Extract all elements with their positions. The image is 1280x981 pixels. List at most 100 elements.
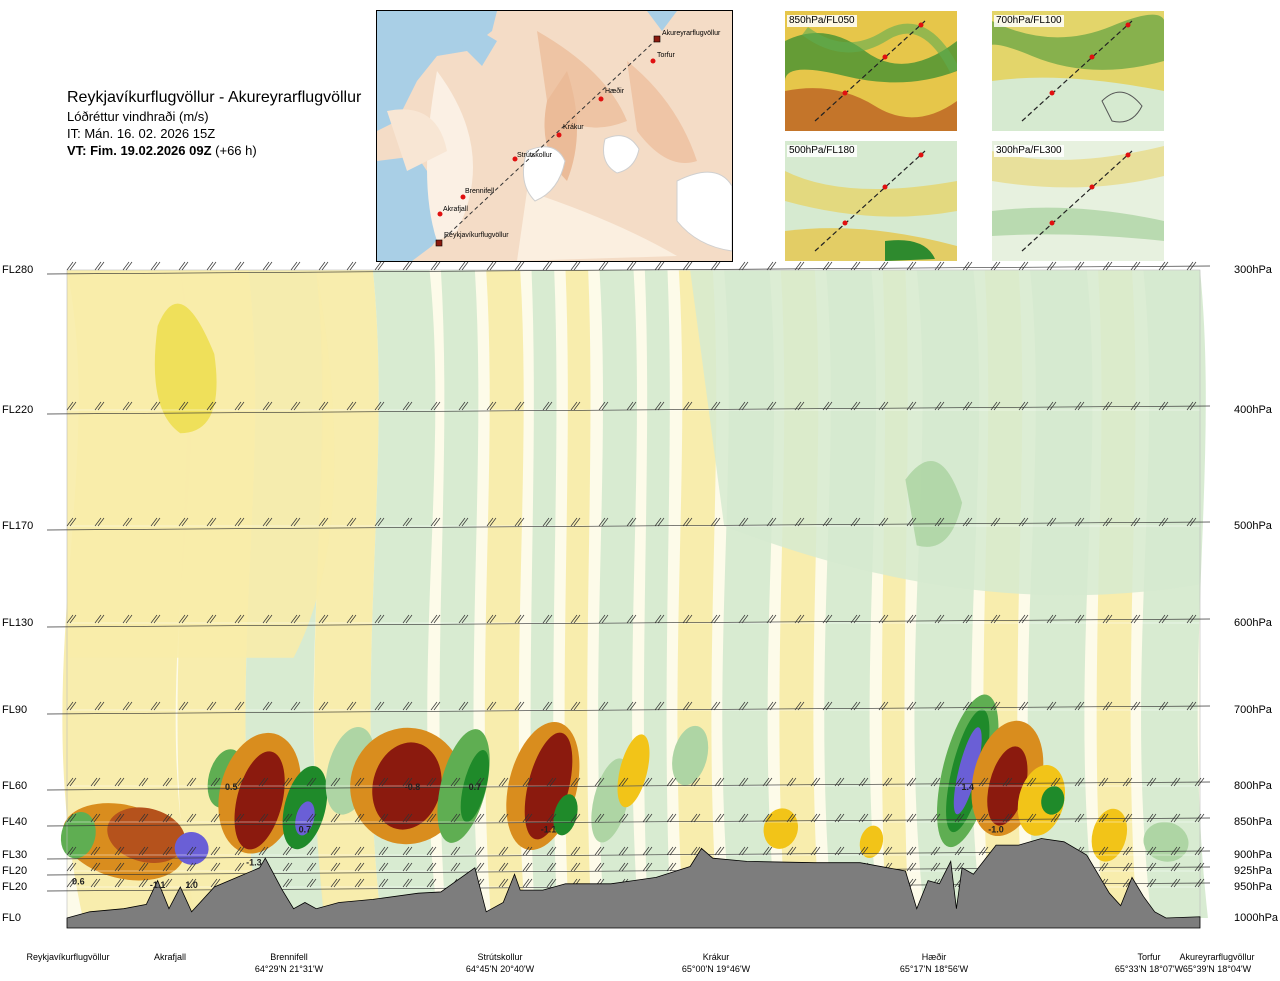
wind-barb	[66, 777, 77, 787]
wind-barb	[178, 261, 189, 271]
wind-barb	[794, 401, 805, 411]
wind-barb	[514, 701, 525, 711]
wind-barb	[618, 813, 629, 823]
level-map-700-canvas	[992, 11, 1164, 131]
station-name: Brennifell	[270, 952, 308, 962]
wind-barb	[162, 846, 173, 856]
wind-barb	[178, 401, 189, 411]
wind-barb	[934, 517, 945, 527]
wind-barb	[1098, 862, 1109, 872]
wind-barb	[66, 261, 77, 271]
wind-barb	[290, 614, 301, 624]
wind-barb	[66, 846, 77, 856]
wind-barb	[962, 614, 973, 624]
wind-barb	[1194, 878, 1205, 888]
wind-barb	[1026, 813, 1037, 823]
wind-barb	[514, 614, 525, 624]
wind-barb	[690, 846, 701, 856]
wind-barb	[186, 846, 197, 856]
extremum-label: -1.1	[150, 880, 166, 890]
wind-barb	[66, 517, 77, 527]
wind-barb	[430, 517, 441, 527]
wind-barb	[474, 862, 485, 872]
level-map-300[interactable]: 300hPa/FL300	[992, 141, 1164, 261]
wind-barb	[990, 701, 1001, 711]
wind-barb	[682, 614, 693, 624]
route-map-canvas: Akureyrarflugvöllur Torfur Hæðir Krákur …	[377, 11, 732, 261]
wind-barb	[710, 701, 721, 711]
barb-shaft-line	[46, 705, 1211, 715]
wind-barb	[378, 862, 389, 872]
wind-barb	[786, 777, 797, 787]
extremum-label: -1.0	[988, 825, 1004, 835]
wind-barb	[978, 846, 989, 856]
wind-barb	[234, 777, 245, 787]
wind-barb	[114, 878, 125, 888]
wind-barb	[666, 862, 677, 872]
wind-barb	[906, 614, 917, 624]
map-label-haedir: Hæðir	[605, 87, 625, 95]
wind-barb	[282, 846, 293, 856]
wind-barb	[710, 614, 721, 624]
map-label-krakur: Krákur	[563, 124, 584, 131]
wind-barb	[122, 401, 133, 411]
wind-barb	[150, 614, 161, 624]
wind-barb	[150, 261, 161, 271]
wind-barb	[618, 862, 629, 872]
flight-level-label: FL0	[2, 912, 21, 924]
wind-barb	[598, 401, 609, 411]
wind-barb	[822, 517, 833, 527]
wind-barb	[962, 701, 973, 711]
valid-time: VT: Fim. 19.02.2026 09Z (+66 h)	[67, 142, 387, 159]
wind-barb	[458, 517, 469, 527]
chart-variable: Lóðréttur vindhraði (m/s)	[67, 109, 209, 124]
wind-barb	[654, 701, 665, 711]
station-name: Krákur	[702, 952, 730, 962]
station-label: Akureyrarflugvöllur 65°39'N 18°04'W	[1137, 951, 1280, 975]
wind-barb	[766, 701, 777, 711]
wind-barb	[66, 813, 77, 823]
field-area	[690, 270, 1200, 596]
wind-barb	[1146, 846, 1157, 856]
velocity-cell-weak-down	[617, 734, 650, 808]
wind-barb	[1122, 813, 1133, 823]
barb-shaft-line	[46, 618, 1211, 628]
wind-barb	[962, 517, 973, 527]
wind-barb	[1018, 401, 1029, 411]
level-map-700[interactable]: 700hPa/FL100	[992, 11, 1164, 131]
wind-barb	[234, 813, 245, 823]
wind-barb	[94, 701, 105, 711]
wind-barb	[114, 813, 125, 823]
wind-barb	[374, 401, 385, 411]
wind-barb	[346, 701, 357, 711]
level-map-500-label: 500hPa/FL180	[787, 145, 857, 157]
level-map-500[interactable]: 500hPa/FL180	[785, 141, 957, 261]
station-name: Akrafjall	[153, 952, 186, 962]
wind-barb	[234, 401, 245, 411]
flight-level-label: FL280	[2, 264, 34, 276]
wind-barb	[594, 813, 605, 823]
wind-barb	[1194, 777, 1205, 787]
wind-barb	[318, 401, 329, 411]
wind-barb	[738, 701, 749, 711]
wind-barb	[546, 846, 557, 856]
vertical-velocity-cells	[60, 694, 1189, 881]
wind-barb	[1002, 777, 1013, 787]
wind-barb	[498, 846, 509, 856]
wind-barb	[430, 701, 441, 711]
wind-barb	[1194, 813, 1205, 823]
wind-barb	[1102, 614, 1113, 624]
wind-barb	[1186, 261, 1197, 271]
wind-barb	[542, 401, 553, 411]
wind-barb	[1170, 862, 1181, 872]
wind-barb	[522, 777, 533, 787]
level-map-850[interactable]: 850hPa/FL050	[785, 11, 957, 131]
wind-barb	[766, 261, 777, 271]
wind-barb	[66, 614, 77, 624]
wind-barb	[138, 846, 149, 856]
flight-level-label: FL20	[2, 865, 28, 877]
extremum-label: -1.3	[246, 857, 262, 867]
wind-barb	[666, 846, 677, 856]
wind-barb	[234, 862, 245, 872]
wind-barb	[150, 701, 161, 711]
